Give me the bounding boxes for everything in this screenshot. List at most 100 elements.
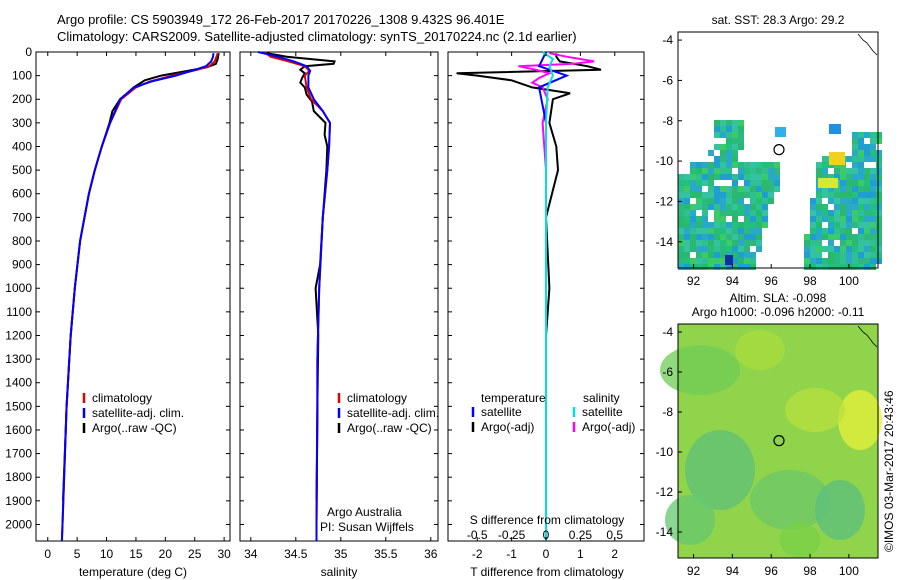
sst-cell xyxy=(702,264,708,270)
sst-cell xyxy=(720,234,726,240)
sst-cell xyxy=(732,252,738,258)
x-tick-label: 0 xyxy=(44,547,51,561)
sst-cell xyxy=(726,246,732,252)
sst-cell xyxy=(696,204,702,210)
sst-cell xyxy=(678,246,684,252)
sst-cell xyxy=(696,246,702,252)
sst-cell xyxy=(804,240,810,246)
sst-cell xyxy=(690,234,696,240)
sst-cell xyxy=(750,186,756,192)
sst-cell xyxy=(738,234,744,240)
depth-tick-label: 1300 xyxy=(5,352,32,366)
sst-cell xyxy=(750,264,756,270)
sst-cell xyxy=(684,210,690,216)
sst-cell xyxy=(702,216,708,222)
sst-cell xyxy=(756,234,762,240)
difference-legend-title-temperature: temperature xyxy=(481,391,546,405)
sst-cell xyxy=(720,210,726,216)
salinity-legend-label: climatology xyxy=(347,391,407,405)
sst-cell xyxy=(768,162,774,168)
depth-tick-label: 900 xyxy=(12,258,32,272)
sst-cell xyxy=(678,240,684,246)
sst-cell xyxy=(846,240,852,246)
sst-cell xyxy=(678,264,684,270)
sst-cell xyxy=(690,240,696,246)
sst-cell xyxy=(864,186,870,192)
sst-cell xyxy=(720,132,726,138)
sst-cell xyxy=(750,204,756,210)
sst-cell xyxy=(810,198,816,204)
sst-cell xyxy=(678,174,684,180)
sst-cell xyxy=(744,192,750,198)
difference-salinity-legend-label: Argo(-adj) xyxy=(582,420,635,434)
sst-cell xyxy=(876,216,882,222)
argo-australia-label: Argo Australia xyxy=(327,505,402,519)
sst-cell xyxy=(816,174,822,180)
sst-cell xyxy=(852,162,858,168)
sst-cell xyxy=(829,152,845,165)
temperature-legend-label: Argo(..raw -QC) xyxy=(92,421,177,435)
sst-cell xyxy=(864,264,870,270)
difference-xlabel-top: S difference from climatology xyxy=(470,513,625,527)
sst-cell xyxy=(816,216,822,222)
sst-cell xyxy=(804,258,810,264)
sst-cell xyxy=(846,198,852,204)
sst-cell xyxy=(876,204,882,210)
sst-cell xyxy=(690,258,696,264)
sst-cell xyxy=(810,234,816,240)
sst-cell xyxy=(720,252,726,258)
sst-cell xyxy=(858,234,864,240)
sst-cell xyxy=(810,264,816,270)
sst-cell xyxy=(816,264,822,270)
map-y-tick-label: -14 xyxy=(656,235,674,249)
sst-cell xyxy=(870,174,876,180)
sla-anomaly-patch xyxy=(780,522,820,558)
sst-cell xyxy=(828,186,834,192)
difference-series-salinity-satellite xyxy=(542,51,555,541)
sst-cell xyxy=(750,192,756,198)
depth-tick-label: 100 xyxy=(12,69,32,83)
sst-cell xyxy=(720,246,726,252)
sst-cell xyxy=(846,210,852,216)
sst-cell xyxy=(840,186,846,192)
sst-cell xyxy=(852,174,858,180)
sst-cell xyxy=(876,156,882,162)
sst-cell xyxy=(732,204,738,210)
sst-cell xyxy=(732,138,738,144)
sst-cell xyxy=(816,168,822,174)
sst-cell xyxy=(846,216,852,222)
sst-cell xyxy=(732,192,738,198)
difference-salinity-legend-label: satellite xyxy=(582,405,623,419)
sst-cell xyxy=(876,186,882,192)
sst-cell xyxy=(858,150,864,156)
sst-cell xyxy=(684,246,690,252)
sst-cell xyxy=(684,216,690,222)
sst-cell xyxy=(732,228,738,234)
sst-cell xyxy=(726,162,732,168)
sla-anomaly-patch xyxy=(685,430,755,510)
sst-cell xyxy=(840,198,846,204)
sst-cell xyxy=(714,234,720,240)
sst-cell xyxy=(738,192,744,198)
sst-cell xyxy=(756,228,762,234)
sst-cell xyxy=(702,198,708,204)
sst-cell xyxy=(864,132,870,138)
sst-cell xyxy=(829,124,841,134)
sst-cell xyxy=(870,192,876,198)
sst-cell xyxy=(756,210,762,216)
sst-cell xyxy=(714,210,720,216)
sla_map-frame xyxy=(677,323,879,559)
depth-tick-label: 1100 xyxy=(6,305,32,319)
sst-cell xyxy=(702,222,708,228)
sst-cell xyxy=(828,228,834,234)
depth-tick-label: 200 xyxy=(12,92,32,106)
sst-cell xyxy=(858,210,864,216)
sst-cell xyxy=(756,204,762,210)
sst-cell xyxy=(696,264,702,270)
sst-cell xyxy=(738,210,744,216)
sst-cell xyxy=(876,168,882,174)
difference-top-tick-label: -0.25 xyxy=(498,528,526,542)
sst-cell xyxy=(738,162,744,168)
sst-cell xyxy=(810,258,816,264)
